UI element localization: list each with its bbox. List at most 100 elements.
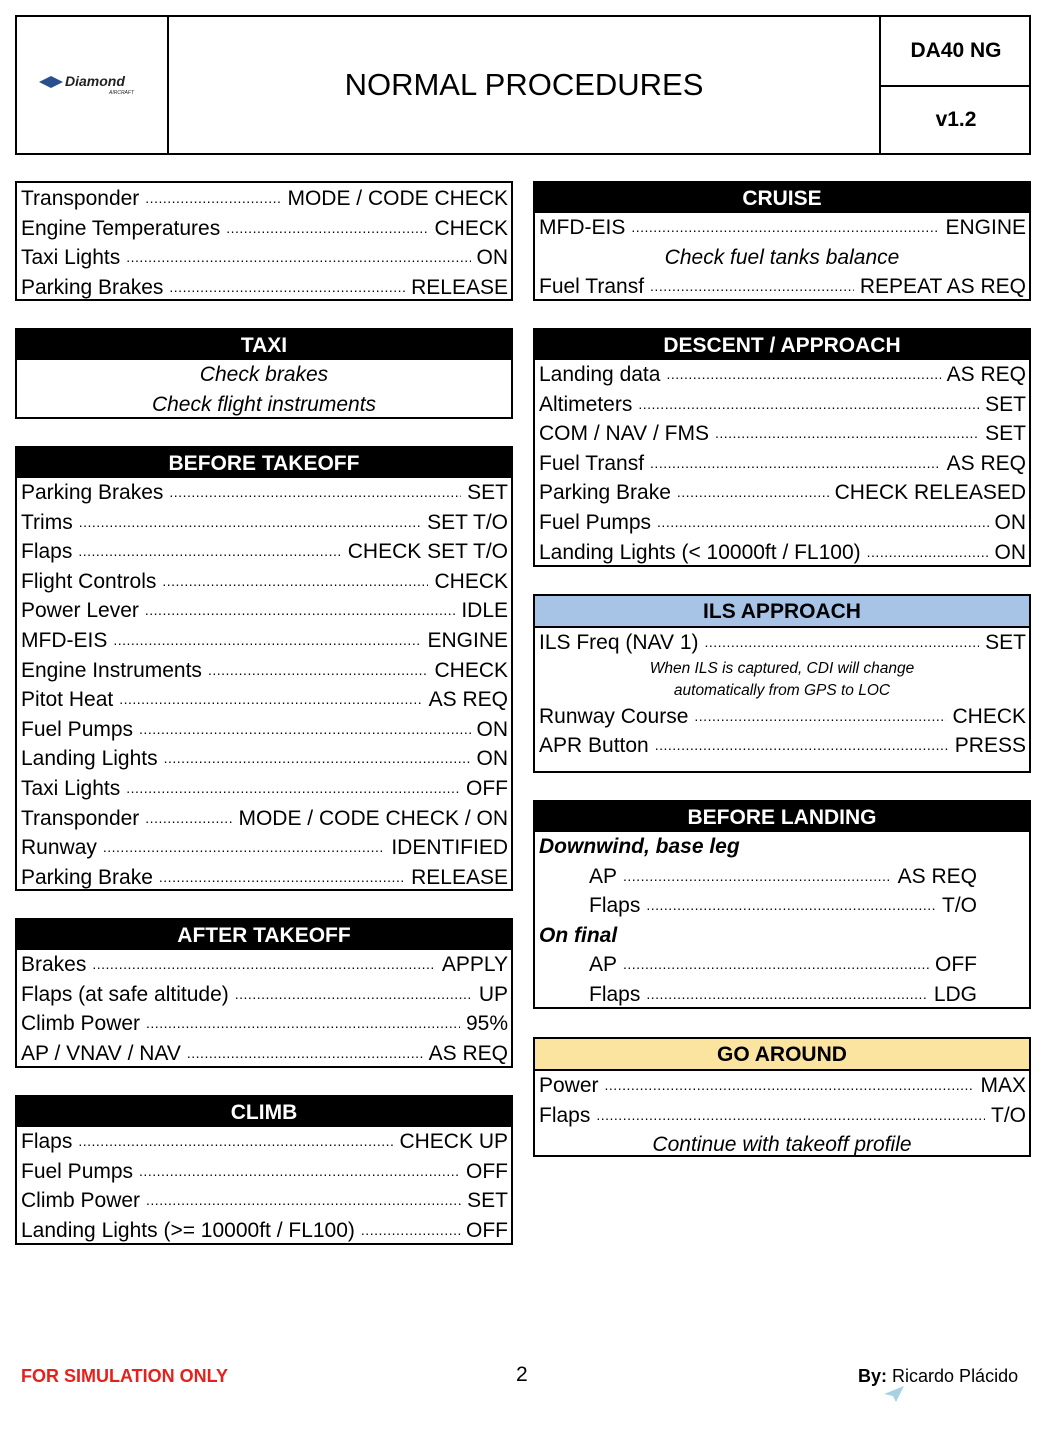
checklist-item: Taxi Lights.............................… — [17, 243, 511, 273]
dot-leader: ........................................… — [623, 956, 929, 973]
checklist-item: Parking Brake...........................… — [535, 478, 1029, 508]
section-ils-approach: ILS APPROACH ILS Freq (NAV 1)............… — [533, 594, 1031, 773]
section-taxi: TAXI Check brakes Check flight instruments — [15, 328, 513, 419]
item-value: AS REQ — [946, 363, 1026, 386]
section-title: GO AROUND — [535, 1039, 1029, 1071]
item-value: CHECK — [434, 569, 508, 593]
checklist-item: Landing Lights..........................… — [17, 744, 511, 774]
item-label: Landing Lights (< 10000ft / FL100) — [539, 540, 861, 564]
dot-leader: ........................................… — [113, 631, 421, 648]
dot-leader: ........................................… — [78, 543, 342, 560]
checklist-note: Check fuel tanks balance — [664, 245, 900, 269]
item-label: Fuel Transf — [539, 275, 645, 299]
item-value: 95% — [465, 1012, 508, 1036]
item-label: Engine Temperatures — [21, 216, 221, 240]
checklist-item: Engine Instruments......................… — [17, 656, 511, 686]
checklist-item: Flight Controls.........................… — [17, 567, 511, 597]
dot-leader: ........................................… — [144, 602, 456, 619]
checklist-note: Check brakes — [199, 363, 329, 386]
item-label: Flaps (at safe altitude) — [21, 982, 229, 1006]
item-value: SET — [985, 422, 1026, 446]
by-label: By: — [858, 1366, 888, 1386]
page-header: Diamond AIRCRAFT NORMAL PROCEDURES DA40 … — [15, 15, 1031, 155]
simulation-disclaimer: FOR SIMULATION ONLY — [21, 1366, 228, 1386]
dot-leader: ........................................… — [146, 1015, 460, 1032]
item-value: SET — [985, 631, 1026, 654]
checklist-item: Engine Temperatures.....................… — [17, 214, 511, 244]
dot-leader: ........................................… — [139, 1162, 460, 1179]
author-credit: By: Ricardo Plácido — [858, 1366, 1018, 1387]
item-value: T/O — [991, 1103, 1026, 1127]
item-value: SET — [985, 392, 1026, 416]
item-label: AP — [589, 953, 618, 977]
dot-leader: ........................................… — [631, 219, 939, 235]
checklist-item: Power...................................… — [535, 1071, 1029, 1101]
section-before-takeoff: BEFORE TAKEOFF Parking Brakes............… — [15, 446, 513, 891]
item-value: RELEASE — [411, 865, 508, 889]
checklist-item: ILS Freq (NAV 1)........................… — [535, 628, 1029, 658]
dot-leader: ........................................… — [102, 839, 385, 856]
item-value: T/O — [942, 894, 977, 918]
section-title: BEFORE TAKEOFF — [17, 448, 511, 478]
dot-leader: ........................................… — [158, 868, 405, 885]
checklist-item: Parking Brake...........................… — [17, 863, 511, 893]
checklist-item: AP......................................… — [535, 950, 1029, 980]
item-label: Power Lever — [21, 599, 139, 623]
checklist-item: Transponder.............................… — [17, 804, 511, 834]
checklist-item: Landing Lights (>= 10000ft / FL100).....… — [17, 1216, 511, 1246]
item-value: ON — [994, 510, 1027, 534]
checklist-info: automatically from GPS to LOC — [673, 681, 891, 699]
item-value: MODE / CODE CHECK — [287, 187, 508, 210]
item-value: LDG — [933, 982, 977, 1006]
checklist-item: Climb Power.............................… — [17, 1009, 511, 1039]
item-value: CHECK — [434, 216, 508, 240]
dot-leader: ........................................… — [666, 366, 940, 382]
checklist-item: COM / NAV / FMS.........................… — [535, 419, 1029, 449]
checklist-item: Fuel Pumps..............................… — [535, 508, 1029, 538]
dot-leader: ........................................… — [714, 425, 979, 442]
item-value: SET — [467, 481, 508, 504]
item-value: AS REQ — [428, 688, 508, 712]
item-value: OFF — [466, 1218, 508, 1242]
item-value: PRESS — [954, 734, 1026, 758]
item-label: Brakes — [21, 953, 87, 976]
checklist-item: Parking Brakes..........................… — [17, 478, 511, 508]
item-value: IDLE — [461, 599, 508, 623]
dot-leader: ........................................… — [654, 737, 949, 754]
item-value: SET T/O — [427, 510, 508, 534]
item-value: AS REQ — [946, 451, 1026, 475]
item-value: SET — [467, 1189, 508, 1213]
item-value: APPLY — [441, 953, 508, 976]
dot-leader: ........................................… — [169, 278, 405, 295]
checklist-item: Brakes..................................… — [17, 950, 511, 980]
dot-leader: ........................................… — [623, 867, 892, 884]
item-value: RELEASE — [411, 275, 508, 299]
item-label: Landing Lights — [21, 747, 158, 771]
dot-leader: ........................................… — [146, 1192, 461, 1209]
checklist-item: Flaps...................................… — [535, 980, 1029, 1010]
author-name: Ricardo Plácido — [892, 1366, 1019, 1386]
item-label: Flaps — [589, 982, 641, 1006]
item-label: Engine Instruments — [21, 658, 202, 682]
item-value: CHECK RELEASED — [834, 481, 1026, 505]
dot-leader: ........................................… — [360, 1221, 460, 1238]
aircraft-model: DA40 NG — [879, 17, 1031, 87]
checklist-item: Fuel Pumps..............................… — [17, 715, 511, 745]
dot-leader: ........................................… — [650, 454, 941, 471]
item-label: Climb Power — [21, 1012, 141, 1036]
dot-leader: ........................................… — [596, 1106, 985, 1123]
checklist-item: Fuel Transf.............................… — [535, 272, 1029, 302]
diamond-logo-icon: Diamond AIRCRAFT — [39, 73, 135, 96]
item-value: ENGINE — [427, 628, 508, 652]
item-label: Trims — [21, 510, 73, 534]
section-title: CRUISE — [535, 183, 1029, 213]
dot-leader: ........................................… — [162, 572, 428, 589]
item-label: Transponder — [21, 806, 140, 830]
item-label: Parking Brake — [21, 865, 153, 889]
diamond-aircraft-logo: Diamond AIRCRAFT — [17, 17, 169, 153]
checklist-item: AP......................................… — [535, 862, 1029, 892]
checklist-item: Pitot Heat..............................… — [17, 685, 511, 715]
item-label: Flaps — [21, 1130, 73, 1153]
checklist-item: AP / VNAV / NAV.........................… — [17, 1039, 511, 1069]
item-label: Parking Brakes — [21, 481, 164, 504]
